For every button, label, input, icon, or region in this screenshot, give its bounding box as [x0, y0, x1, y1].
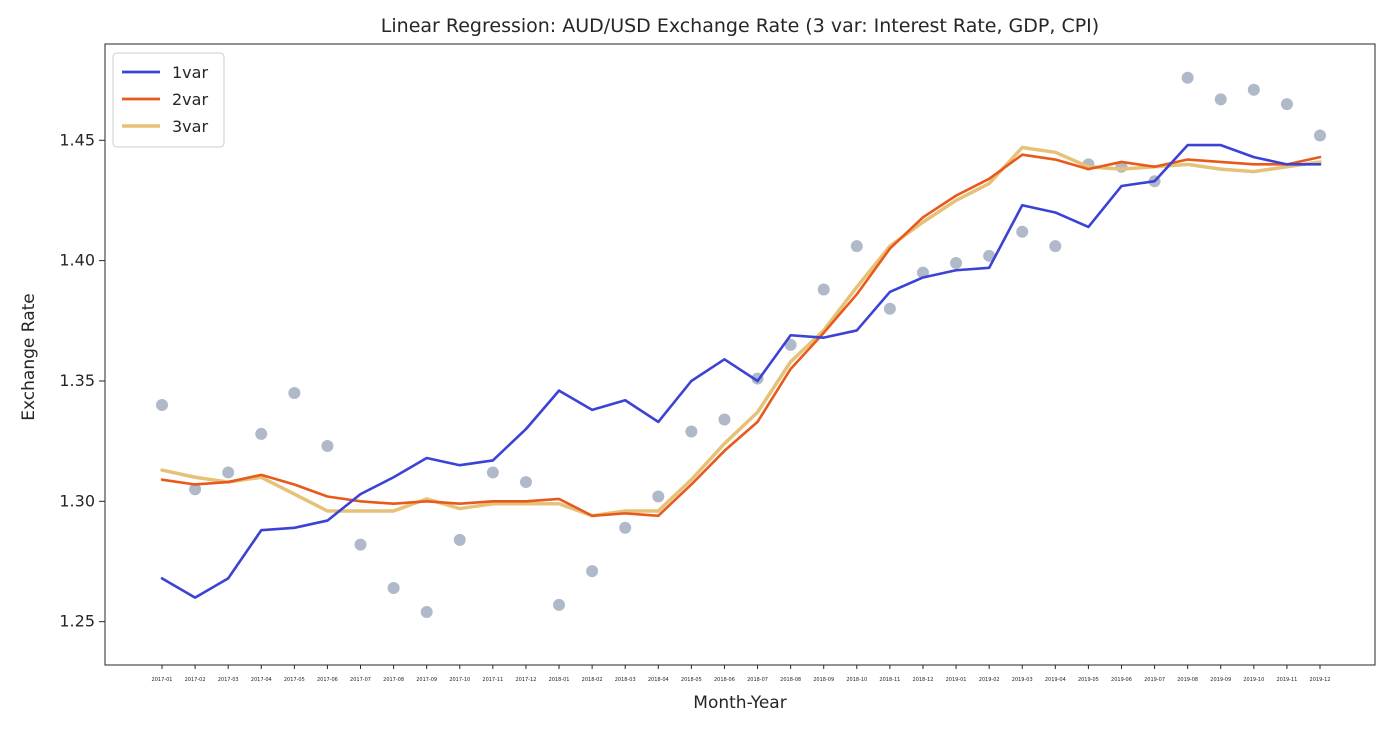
actual-point	[1280, 98, 1293, 111]
y-tick-label: 1.30	[59, 491, 95, 510]
chart-title: Linear Regression: AUD/USD Exchange Rate…	[381, 15, 1099, 37]
actual-point	[255, 427, 268, 440]
legend-label-2var: 2var	[172, 90, 208, 109]
x-tick-label: 2019-10	[1243, 677, 1264, 683]
actual-point	[850, 240, 863, 253]
x-tick-label: 2017-11	[482, 677, 503, 683]
actual-point	[1181, 71, 1194, 84]
plot-area: 1.251.301.351.401.45 2017-01 2017-02 2017-…	[59, 43, 1376, 683]
y-tick-label: 1.35	[59, 371, 95, 390]
x-tick-label: 2019-02	[979, 677, 1000, 683]
actual-point	[950, 257, 963, 270]
y-axis: 1.25 1.30 1.35 1.40 1.45	[59, 130, 105, 631]
actual-point	[288, 387, 301, 400]
x-tick-label: 2017-01	[152, 677, 173, 683]
actual-point	[387, 581, 400, 594]
legend: 1var 2var 3var	[112, 52, 225, 148]
x-tick-label: 2017-04	[251, 677, 272, 683]
actual-points	[156, 71, 1326, 619]
x-tick-label: 2017-02	[185, 677, 206, 683]
x-tick-label: 2017-08	[383, 677, 404, 683]
x-tick-label: 2017-05	[284, 677, 305, 683]
x-tick-label: 2017-06	[317, 677, 338, 683]
x-tick-label: 2019-04	[1045, 677, 1066, 683]
x-tick-label: 2019-11	[1276, 677, 1297, 683]
x-tick-label: 2017-12	[515, 677, 536, 683]
actual-point	[652, 490, 665, 503]
x-tick-label: 2018-05	[681, 677, 702, 683]
actual-point	[817, 283, 830, 296]
actual-point	[222, 466, 235, 479]
y-tick-label: 1.25	[59, 612, 95, 631]
actual-point	[519, 476, 532, 489]
legend-box	[112, 52, 225, 148]
actual-point	[553, 598, 566, 611]
plot-frame	[104, 43, 1376, 666]
x-tick-label: 2017-09	[416, 677, 437, 683]
x-tick-label: 2018-04	[648, 677, 669, 683]
actual-point	[156, 399, 168, 412]
x-tick-label: 2019-03	[1012, 677, 1033, 683]
actual-point	[420, 606, 433, 619]
actual-point	[1016, 225, 1029, 238]
actual-point	[1049, 240, 1062, 253]
actual-point	[619, 521, 632, 534]
x-tick-label: 2019-06	[1111, 677, 1132, 683]
actual-point	[453, 533, 466, 546]
actual-point	[354, 538, 367, 551]
x-tick-label: 2018-09	[813, 677, 834, 683]
x-tick-label: 2019-01	[946, 677, 967, 683]
actual-point	[718, 413, 731, 426]
actual-point	[685, 425, 698, 438]
legend-label-1var: 1var	[172, 63, 208, 82]
series-line-2var	[160, 153, 1322, 518]
x-axis-label: Month-Year	[693, 693, 786, 713]
x-tick-label: 2018-08	[780, 677, 801, 683]
x-tick-label: 2017-07	[350, 677, 371, 683]
actual-point	[189, 483, 202, 496]
x-tick-label: 2018-10	[846, 677, 867, 683]
y-axis-label: Exchange Rate	[19, 293, 39, 420]
actual-point	[1247, 83, 1260, 96]
actual-point	[321, 439, 334, 452]
actual-point	[784, 338, 797, 351]
x-tick-label: 2019-05	[1078, 677, 1099, 683]
x-tick-label: 2017-10	[449, 677, 470, 683]
actual-point	[1314, 129, 1326, 142]
x-tick-label: 2018-03	[615, 677, 636, 683]
x-tick-label: 2018-11	[879, 677, 900, 683]
x-tick-label: 2018-07	[747, 677, 768, 683]
x-tick-label: 2018-06	[714, 677, 735, 683]
x-tick-label: 2019-07	[1144, 677, 1165, 683]
x-tick-label: 2019-09	[1210, 677, 1231, 683]
x-tick-label: 2018-01	[549, 677, 570, 683]
actual-point	[983, 249, 996, 262]
actual-point	[1214, 93, 1227, 106]
x-tick-label: 2018-02	[582, 677, 603, 683]
y-tick-label: 1.40	[59, 251, 95, 270]
x-tick-label: 2019-12	[1310, 677, 1331, 683]
x-tick-label: 2017-03	[218, 677, 239, 683]
actual-point	[586, 565, 599, 578]
x-axis: 2017-01 2017-02 2017-03 2017-04 2017-05 2017-…	[152, 665, 1331, 683]
y-tick-label: 1.45	[59, 130, 95, 149]
series-line-3var	[160, 145, 1322, 518]
legend-label-3var: 3var	[172, 117, 208, 136]
x-tick-label: 2018-12	[913, 677, 934, 683]
actual-point	[486, 466, 499, 479]
series-lines	[160, 143, 1322, 599]
x-tick-label: 2019-08	[1177, 677, 1198, 683]
series-line-1var	[160, 143, 1322, 599]
actual-point	[883, 302, 896, 315]
